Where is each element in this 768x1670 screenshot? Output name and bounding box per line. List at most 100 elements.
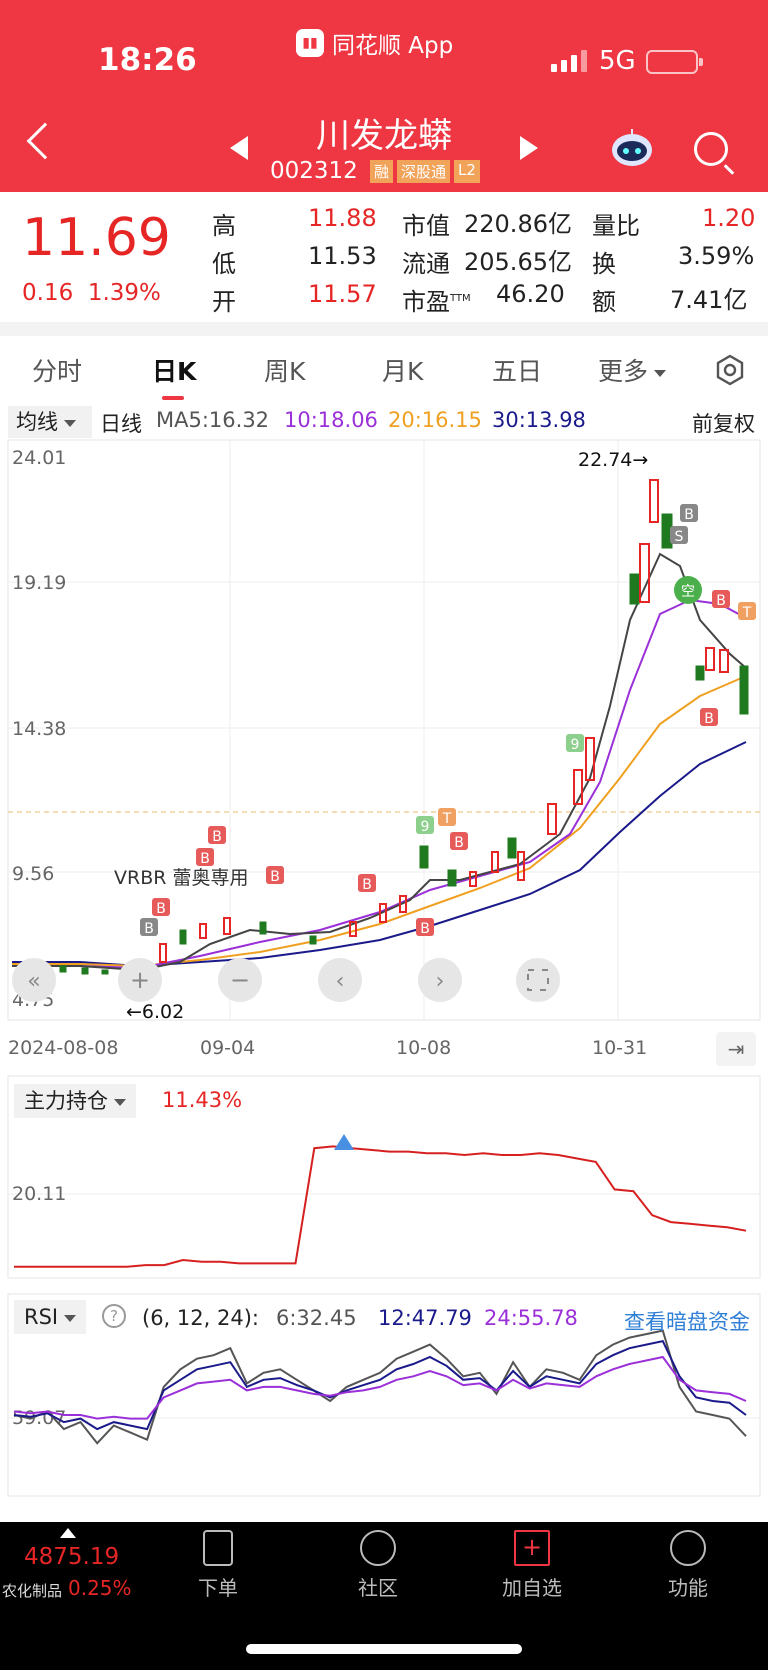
home-indicator[interactable] [246, 1644, 522, 1654]
status-time: 18:26 [98, 42, 197, 78]
ma-selector[interactable]: 均线 [8, 406, 92, 438]
battery-icon [646, 50, 703, 74]
settings-icon[interactable] [714, 354, 746, 386]
x-tick-2: 10-08 [396, 1037, 451, 1059]
y-tick-3: 9.56 [12, 863, 54, 885]
ma30-line [12, 741, 747, 968]
float-value: 205.65亿 [464, 248, 572, 276]
back-icon[interactable] [26, 122, 64, 160]
nav-functions[interactable]: 功能 [638, 1528, 738, 1601]
header: 18:26 ▮▮ 同花顺 App 5G 川发龙蟒 002312 融 深股通 L2 [0, 0, 768, 192]
jump-latest-icon[interactable] [716, 1032, 756, 1066]
svg-text:9: 9 [571, 737, 580, 753]
tab-monthly-k[interactable]: 月K [382, 357, 424, 386]
x-tick-1: 09-04 [200, 1037, 255, 1059]
scroll-right-icon[interactable] [418, 958, 462, 1002]
chart-canvas: 24.01 19.19 14.38 9.56 4.75 22.74→ ←6.02… [7, 439, 761, 1497]
nav-order[interactable]: 下单 [168, 1528, 268, 1601]
current-price: 11.69 [22, 208, 171, 268]
svg-text:‹: ‹ [336, 969, 345, 994]
svg-text:B: B [420, 921, 430, 937]
search-icon[interactable] [694, 132, 728, 166]
y-tick-0: 24.01 [12, 447, 66, 469]
index-pct: 0.25% [68, 1576, 132, 1600]
scroll-left-icon[interactable] [318, 958, 362, 1002]
mainforce-series [14, 1145, 747, 1268]
chevron-down-icon [654, 369, 667, 377]
tab-intraday[interactable]: 分时 [32, 357, 83, 386]
mainforce-value: 11.43% [162, 1088, 243, 1112]
tab-more[interactable]: 更多 [598, 352, 667, 388]
robot-assistant-icon[interactable] [610, 128, 654, 168]
high-marker: 22.74→ [578, 449, 648, 471]
svg-text:B: B [156, 901, 166, 917]
mainforce-line [14, 1145, 747, 1268]
x-tick-3: 10-31 [592, 1037, 647, 1059]
y-tick-2: 14.38 [12, 718, 66, 740]
tab-weekly-k[interactable]: 周K [264, 357, 306, 386]
svg-text:B: B [270, 869, 280, 885]
menu-icon [670, 1530, 706, 1566]
index-name: 农化制品 [2, 1582, 63, 1600]
dark-pool-link[interactable]: 查看暗盘资金 [624, 1310, 750, 1334]
ma30-value: 30:13.98 [492, 408, 586, 432]
nav-community[interactable]: 社区 [328, 1528, 428, 1601]
stock-name: 川发龙蟒 [316, 116, 452, 156]
next-stock-icon[interactable] [520, 136, 538, 160]
collapse-left-icon[interactable] [12, 958, 56, 1002]
custom-annotation: VRBR 蕾奥専用 [114, 867, 248, 889]
pe-label: 市盈TTM [402, 288, 471, 316]
period-label: 日线 [100, 412, 142, 436]
tag-margin: 融 [370, 160, 394, 183]
mainforce-signal-icon [334, 1134, 354, 1150]
zoom-out-icon[interactable] [218, 958, 262, 1002]
svg-text:B: B [362, 877, 372, 893]
float-label: 流通 [402, 250, 450, 278]
candles [59, 479, 749, 975]
nav-add-watchlist[interactable]: + 加自选 [482, 1528, 582, 1601]
document-icon [203, 1530, 233, 1566]
app-logo-icon: ▮▮ [296, 29, 324, 57]
svg-text:T: T [742, 605, 752, 621]
low-value: 11.53 [308, 242, 377, 270]
section-divider [0, 322, 768, 336]
ma10-value: 10:18.06 [284, 408, 378, 432]
volratio-value: 1.20 [702, 204, 756, 232]
kline-frame [7, 439, 761, 1021]
zoom-in-icon[interactable] [118, 958, 162, 1002]
fullscreen-icon[interactable] [516, 958, 560, 1002]
app-indicator[interactable]: ▮▮ 同花顺 App [296, 26, 453, 60]
svg-text:B: B [144, 921, 154, 937]
x-tick-0: 2024-08-08 [8, 1037, 118, 1059]
svg-text:B: B [684, 507, 694, 523]
ma20-value: 20:16.15 [388, 408, 482, 432]
change-value: 0.16 [22, 280, 74, 306]
index-value[interactable]: 4875.19 [24, 1544, 120, 1570]
chart-toolbar: « + − ‹ › [12, 958, 560, 1002]
high-label: 高 [212, 212, 236, 240]
tab-five-day[interactable]: 五日 [492, 357, 543, 386]
tab-daily-k[interactable]: 日K [152, 357, 197, 386]
rsi-selector[interactable]: RSI [14, 1300, 87, 1334]
chevron-down-icon [64, 419, 76, 427]
rsi6-value: 6:32.45 [276, 1306, 357, 1330]
open-label: 开 [212, 288, 236, 316]
rsi-series [13, 1329, 747, 1445]
adjust-mode[interactable]: 前复权 [692, 412, 755, 436]
change-pct: 1.39% [87, 280, 161, 306]
stock-tags: 融 深股通 L2 [370, 160, 480, 183]
rsi-line-0 [13, 1329, 747, 1445]
open-value: 11.57 [308, 280, 377, 308]
svg-text:B: B [212, 829, 222, 845]
volratio-label: 量比 [592, 212, 640, 240]
chevron-down-icon [64, 1314, 77, 1322]
amount-label: 额 [592, 288, 616, 316]
prev-stock-icon[interactable] [230, 136, 248, 160]
rsi12-value: 12:47.79 [378, 1306, 472, 1330]
add-icon: + [514, 1530, 550, 1566]
ma5-line [12, 552, 747, 972]
mainforce-selector[interactable]: 主力持仓 [14, 1084, 136, 1118]
svg-text:›: › [436, 969, 445, 994]
svg-text:空: 空 [681, 584, 695, 600]
help-icon[interactable]: ? [102, 1304, 126, 1328]
